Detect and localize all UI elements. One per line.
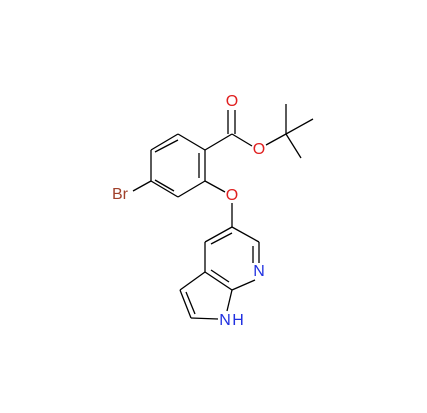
bonds (132, 104, 314, 320)
atom-label: Br (112, 186, 129, 203)
atom-label: H (232, 312, 244, 329)
atom-label: O (226, 93, 238, 110)
atom-label: O (253, 141, 265, 158)
atom-label: N (219, 312, 231, 329)
atom-label: O (226, 187, 238, 204)
atom-label: N (253, 263, 265, 280)
